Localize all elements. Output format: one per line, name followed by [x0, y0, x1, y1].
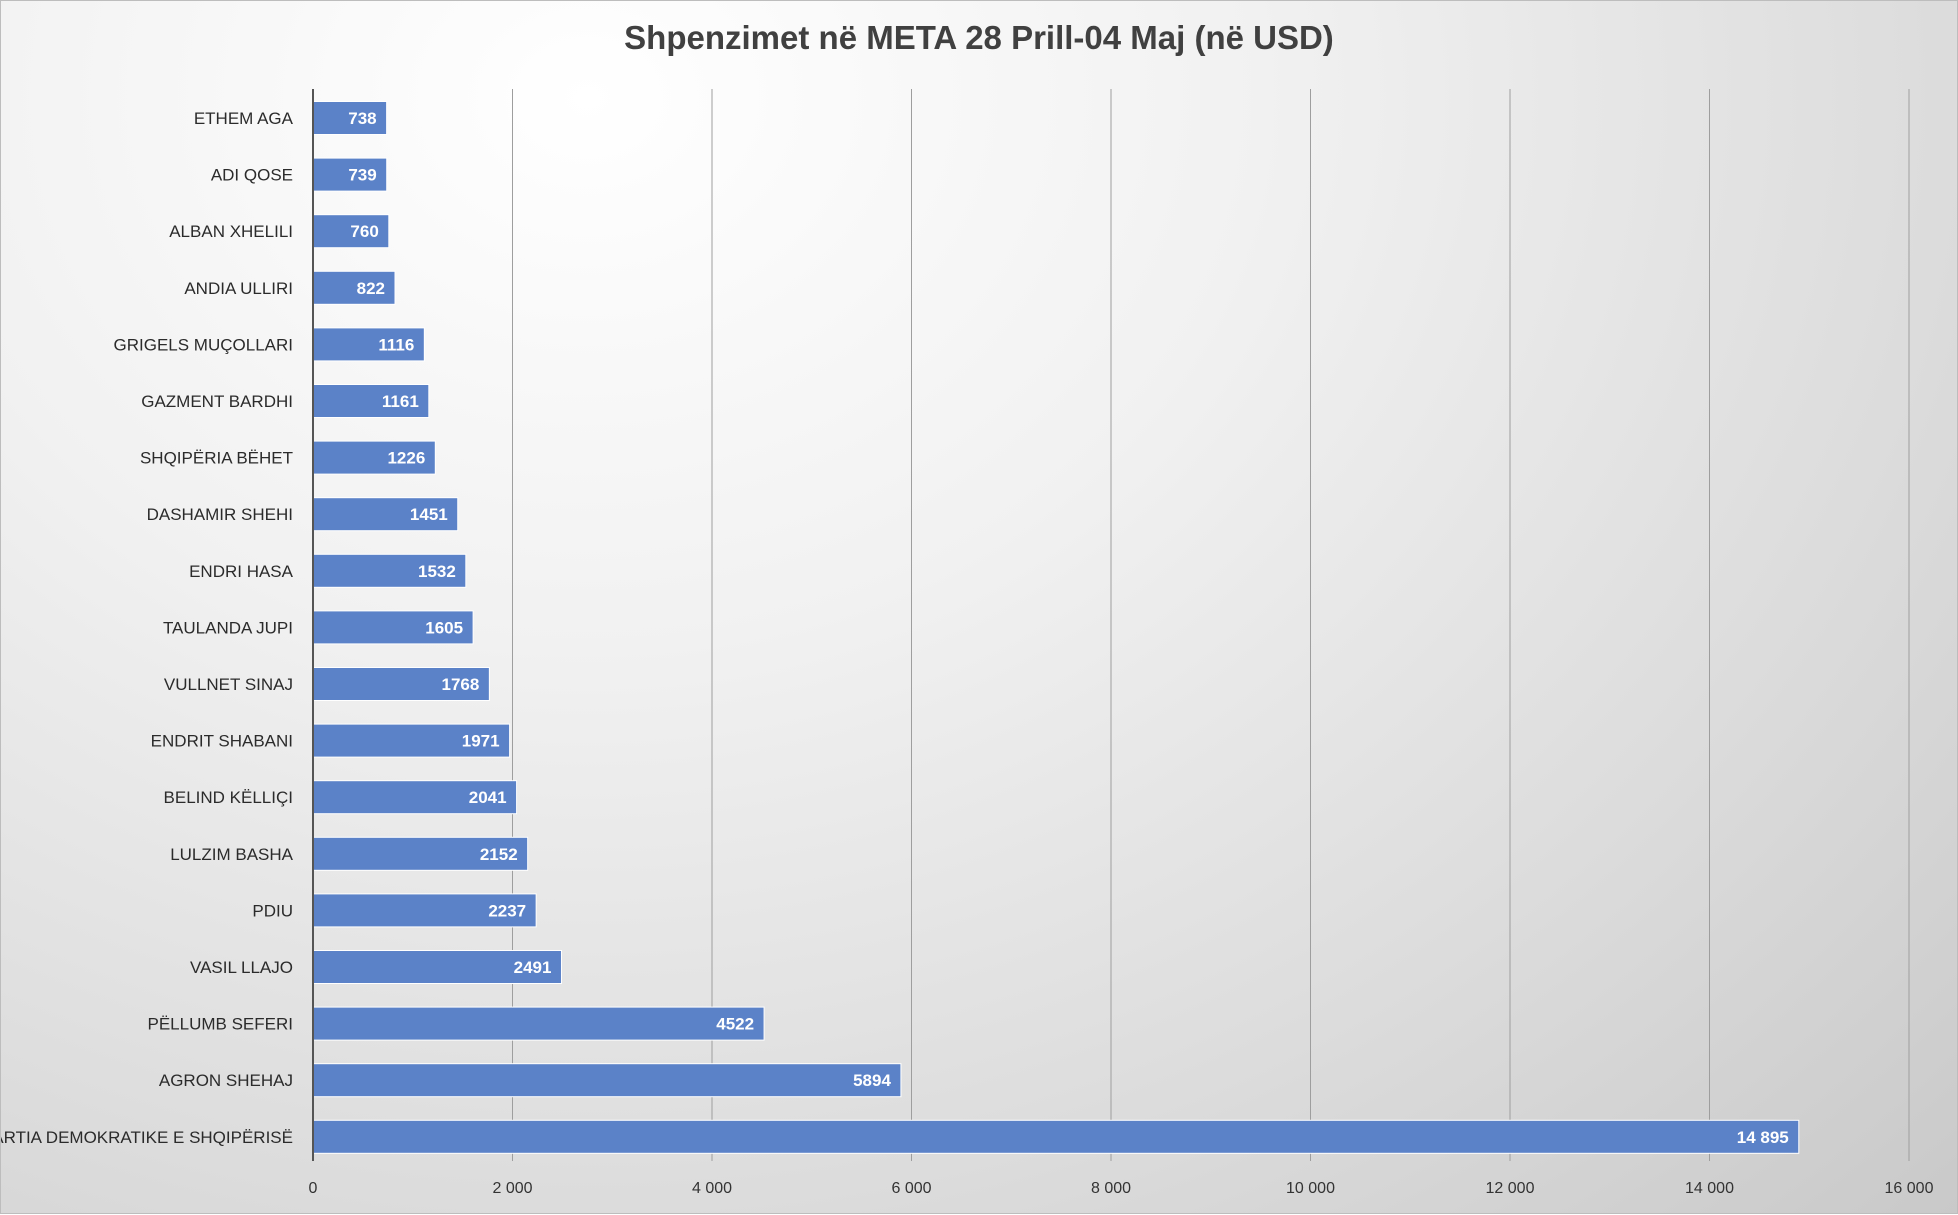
category-label: DASHAMIR SHEHI [147, 505, 293, 524]
category-label: ENDRI HASA [189, 562, 294, 581]
category-label: VULLNET SINAJ [164, 675, 293, 694]
category-label: ALBAN XHELILI [169, 222, 293, 241]
chart-title: Shpenzimet në META 28 Prill-04 Maj (në U… [624, 19, 1334, 56]
bar [312, 610, 474, 645]
bar [312, 950, 562, 984]
category-label: PDIU [252, 901, 293, 920]
bar-value-label: 14 895 [1737, 1128, 1789, 1147]
bar-value-label: 2041 [469, 788, 507, 807]
x-tick-label: 12 000 [1486, 1180, 1535, 1197]
bar-value-label: 2152 [480, 845, 518, 864]
bar [312, 553, 467, 588]
category-label: PËLLUMB SEFERI [148, 1015, 294, 1034]
bar-value-label: 4522 [716, 1015, 754, 1034]
x-tick-labels: 0 2 000 4 000 6 000 8 000 10 000 12 000 14 000 1… [309, 1180, 1934, 1197]
x-tick-label: 8 000 [1091, 1180, 1131, 1197]
category-labels: ETHEM AGA ADI QOSE ALBAN XHELILI ANDIA ULLI… [1, 109, 294, 1147]
x-tick-label: 4 000 [692, 1180, 732, 1197]
category-label: ETHEM AGA [194, 109, 294, 128]
bar-value-label: 1971 [462, 732, 500, 751]
bars: 738 739 760 822 1116 1161 1226 1451 1532 1605 1768… [312, 101, 1800, 1154]
category-label: GRIGELS MUÇOLLARI [114, 335, 294, 354]
bar [312, 1006, 765, 1041]
category-label: ANDIA ULLIRI [184, 279, 293, 298]
category-label: PARTIA DEMOKRATIKE E SHQIPËRISË [1, 1128, 293, 1147]
category-label: TAULANDA JUPI [163, 618, 293, 637]
bar [312, 101, 388, 135]
bar-value-label: 738 [348, 109, 376, 128]
x-tick-label: 6 000 [891, 1180, 931, 1197]
x-tick-label: 16 000 [1885, 1180, 1934, 1197]
bar [312, 270, 396, 305]
bar [312, 157, 388, 192]
bar-value-label: 1226 [387, 449, 425, 468]
category-label: ENDRIT SHABANI [151, 732, 293, 751]
bar-value-label: 2237 [488, 901, 526, 920]
bar-value-label: 1161 [382, 392, 419, 411]
bar-value-label: 1605 [425, 618, 463, 637]
bar-value-label: 5894 [853, 1071, 891, 1090]
bar [312, 893, 537, 928]
bar [312, 723, 511, 758]
bar [312, 1119, 1800, 1154]
x-tick-label: 0 [309, 1180, 318, 1197]
category-label: SHQIPËRIA BËHET [140, 449, 293, 468]
bar-value-label: 2491 [514, 958, 552, 977]
bar [312, 497, 459, 532]
bar [312, 440, 436, 475]
x-tick-label: 2 000 [492, 1180, 532, 1197]
category-label: BELIND KËLLIÇI [164, 788, 293, 807]
bar-value-label: 1116 [378, 335, 414, 354]
bar-value-label: 739 [348, 166, 376, 185]
gridlines [512, 89, 1910, 1161]
bar [312, 384, 430, 418]
bar [312, 780, 518, 815]
bar [312, 327, 425, 362]
category-label: ADI QOSE [211, 166, 293, 185]
bar [312, 1063, 902, 1098]
category-label: VASIL LLAJO [190, 958, 293, 977]
bar-value-label: 1768 [442, 675, 480, 694]
category-label: AGRON SHEHAJ [159, 1071, 293, 1090]
category-label: GAZMENT BARDHI [141, 392, 293, 411]
bar-value-label: 1532 [418, 562, 456, 581]
bar-value-label: 760 [350, 222, 378, 241]
x-tick-label: 10 000 [1286, 1180, 1335, 1197]
bar-value-label: 822 [357, 279, 385, 298]
x-tick-label: 14 000 [1685, 1180, 1734, 1197]
bar-value-label: 1451 [410, 505, 448, 524]
category-label: LULZIM BASHA [170, 845, 293, 864]
bar [312, 836, 529, 871]
